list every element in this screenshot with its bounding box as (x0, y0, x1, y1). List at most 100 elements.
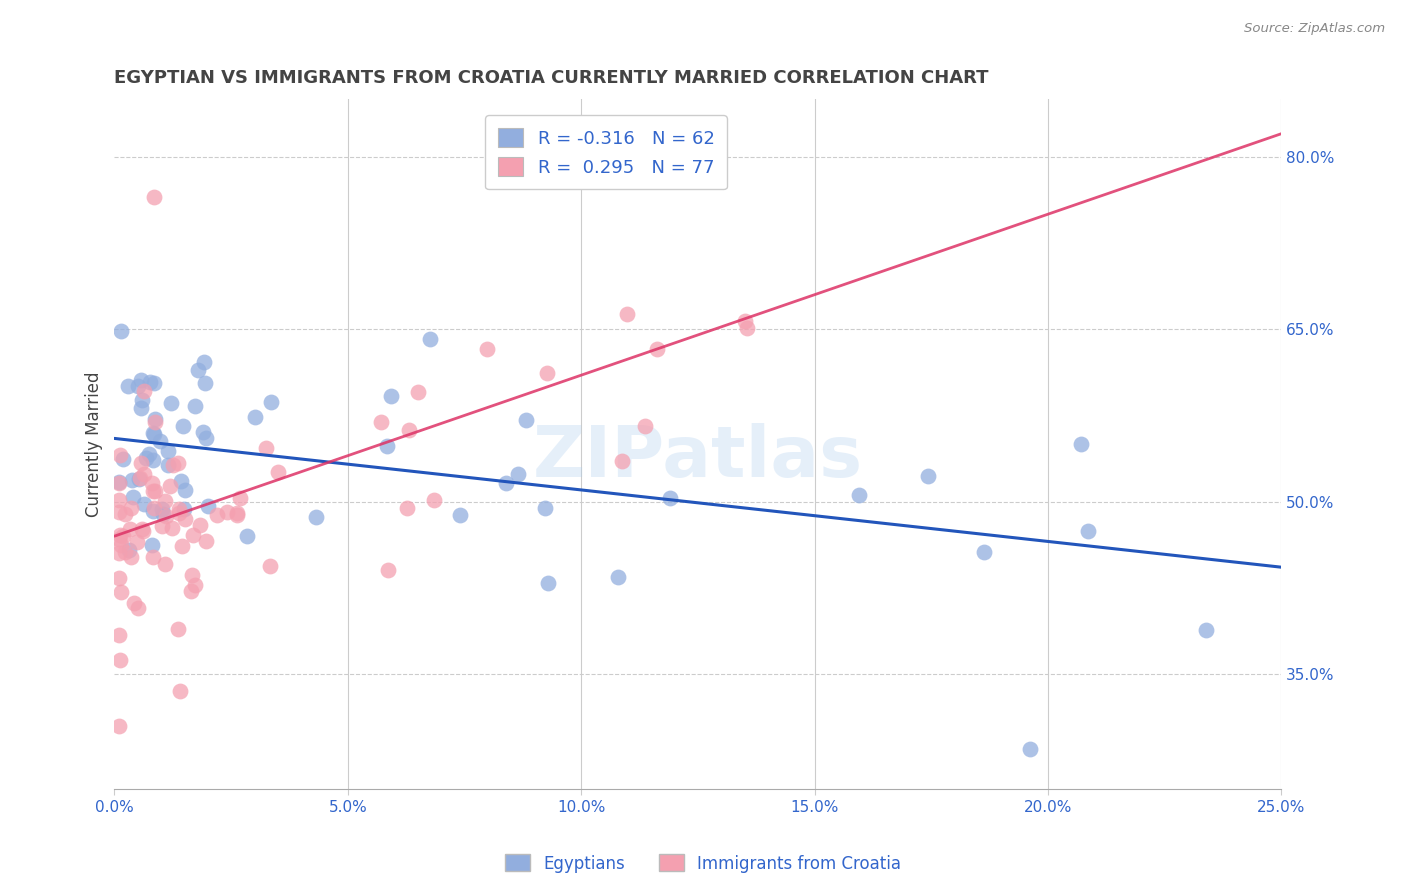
Point (129, 471, 152, 485)
Point (111, 529, 134, 543)
Point (142, 453, 165, 467)
Point (131, 456, 153, 470)
Point (181, 528, 204, 542)
Point (398, 423, 420, 437)
Point (155, 557, 177, 571)
Point (194, 431, 217, 445)
Point (129, 401, 152, 416)
Point (229, 491, 252, 505)
Point (166, 622, 188, 636)
Point (184, 399, 207, 413)
Point (155, 508, 177, 523)
Point (167, 456, 190, 470)
Point (245, 410, 267, 425)
Point (131, 392, 153, 407)
Point (395, 501, 418, 516)
Point (370, 415, 392, 429)
Point (108, 546, 131, 560)
Point (184, 577, 207, 591)
Point (172, 419, 194, 434)
Point (419, 332, 441, 346)
Point (162, 458, 184, 472)
Point (125, 534, 148, 549)
Point (658, 491, 681, 505)
Point (254, 441, 277, 455)
Point (110, 585, 132, 599)
Point (121, 501, 143, 516)
Point (149, 434, 172, 449)
Point (142, 504, 165, 518)
Point (156, 458, 179, 472)
Point (188, 518, 211, 533)
Point (121, 490, 143, 504)
Point (973, 544, 995, 558)
Point (848, 488, 870, 502)
Point (143, 427, 166, 442)
Point (117, 542, 139, 557)
Point (506, 467, 529, 481)
Text: EGYPTIAN VS IMMIGRANTS FROM CROATIA CURRENTLY MARRIED CORRELATION CHART: EGYPTIAN VS IMMIGRANTS FROM CROATIA CURR… (114, 69, 988, 87)
Text: Source: ZipAtlas.com: Source: ZipAtlas.com (1244, 22, 1385, 36)
Point (122, 596, 145, 610)
Point (1070, 436, 1092, 450)
Point (142, 549, 165, 564)
Point (138, 447, 160, 461)
Point (616, 307, 638, 321)
Point (143, 415, 166, 429)
Point (406, 384, 429, 399)
Point (536, 367, 558, 381)
Point (735, 320, 758, 334)
Point (142, 483, 165, 498)
Point (139, 375, 162, 389)
Point (108, 475, 131, 489)
Point (134, 384, 156, 398)
Point (114, 545, 136, 559)
Point (127, 601, 149, 615)
Point (127, 378, 149, 392)
Point (226, 506, 249, 520)
Point (152, 508, 174, 522)
Point (110, 653, 132, 667)
Point (108, 505, 131, 519)
Point (475, 343, 498, 357)
Point (423, 493, 446, 508)
Point (193, 425, 215, 439)
Point (110, 538, 132, 552)
Point (634, 419, 657, 434)
Point (117, 379, 139, 393)
Point (141, 538, 163, 552)
Point (110, 324, 132, 338)
Point (606, 570, 628, 584)
Point (108, 476, 131, 491)
Point (1195, 623, 1218, 637)
Point (612, 453, 634, 467)
Point (380, 389, 402, 403)
Point (259, 559, 281, 574)
Point (267, 465, 290, 479)
Point (377, 564, 399, 578)
Point (215, 505, 238, 519)
Point (917, 468, 939, 483)
Point (142, 190, 165, 204)
Point (181, 567, 204, 582)
Point (187, 363, 209, 377)
Point (169, 506, 191, 520)
Point (495, 475, 517, 490)
Point (142, 376, 165, 391)
Point (195, 533, 218, 548)
Point (121, 474, 143, 488)
Point (108, 719, 131, 733)
Legend: R = -0.316   N = 62, R =  0.295   N = 77: R = -0.316 N = 62, R = 0.295 N = 77 (485, 115, 727, 189)
Point (159, 396, 181, 410)
Point (734, 313, 756, 327)
Point (193, 355, 215, 369)
Point (534, 501, 557, 516)
Point (167, 502, 190, 516)
Point (375, 440, 398, 454)
Point (205, 508, 228, 522)
Point (142, 426, 165, 441)
Point (108, 532, 131, 546)
Point (135, 451, 157, 466)
Point (1019, 742, 1042, 756)
Point (128, 472, 150, 486)
